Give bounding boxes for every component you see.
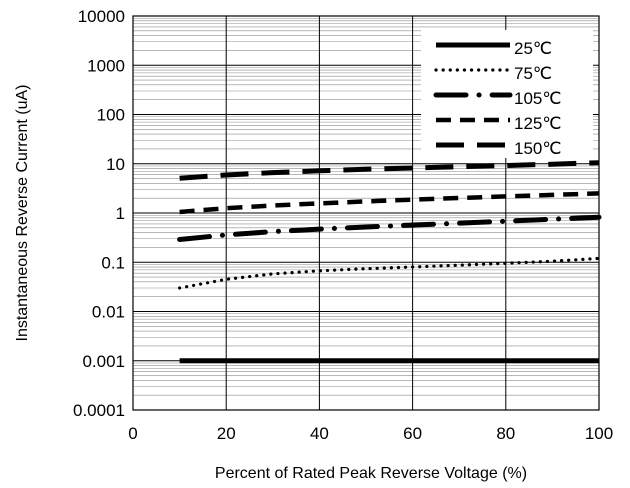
y-tick-label: 1 xyxy=(116,204,125,223)
legend-label: 25℃ xyxy=(514,39,552,58)
series-layer xyxy=(177,160,602,364)
x-axis-label: Percent of Rated Peak Reverse Voltage (%… xyxy=(215,465,527,482)
x-tick-label: 60 xyxy=(403,424,422,443)
y-tick-label: 0.01 xyxy=(92,303,125,322)
x-tick-label: 0 xyxy=(128,424,137,443)
series-line xyxy=(178,256,601,290)
y-tick-label: 0.001 xyxy=(82,352,125,371)
plot-frame xyxy=(132,15,600,411)
legend-label: 105℃ xyxy=(514,89,561,108)
legend: 25℃ 75℃ 105℃ 125℃ 150℃ xyxy=(421,30,593,158)
x-tick-label: 100 xyxy=(585,424,613,443)
series-line xyxy=(179,160,600,181)
grid xyxy=(132,15,600,411)
legend-label: 150℃ xyxy=(514,139,561,158)
legend-label: 125℃ xyxy=(514,114,561,133)
series-line xyxy=(177,214,602,242)
y-tick-label: 10 xyxy=(106,155,125,174)
y-tick-label: 100 xyxy=(97,106,125,125)
legend-label: 75℃ xyxy=(514,64,552,83)
x-tick-label: 20 xyxy=(217,424,236,443)
y-tick-label: 1000 xyxy=(87,56,125,75)
x-tick-label: 40 xyxy=(310,424,329,443)
y-tick-label: 0.1 xyxy=(101,253,125,272)
x-tick-label: 80 xyxy=(496,424,515,443)
tick-labels: 0 20 40 60 80 100 0.0001 0.001 0.01 0.1 1 10 100 1000… xyxy=(73,7,613,443)
series-line xyxy=(179,191,600,215)
y-tick-label: 0.0001 xyxy=(73,401,125,420)
y-tick-label: 10000 xyxy=(78,7,125,26)
y-axis-label: Instantaneous Reverse Current (uA) xyxy=(14,84,31,341)
